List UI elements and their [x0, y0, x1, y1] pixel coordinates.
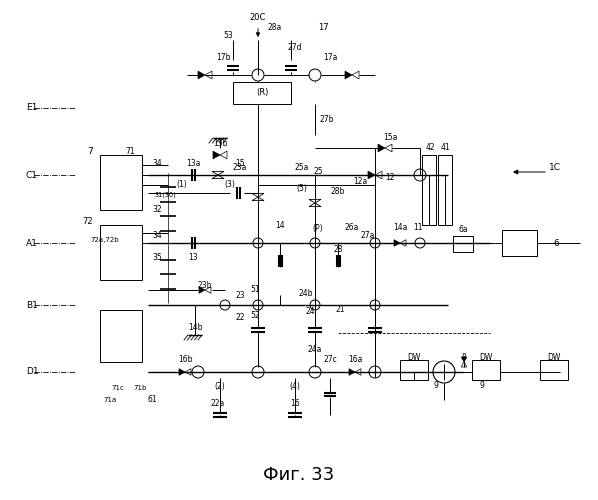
Text: 6a: 6a	[458, 226, 468, 234]
Text: 22a: 22a	[211, 398, 225, 407]
Text: 51: 51	[250, 286, 260, 294]
Text: 32: 32	[152, 206, 162, 214]
Text: 72: 72	[83, 218, 93, 226]
Text: 28a: 28a	[268, 24, 282, 32]
Text: A1: A1	[26, 238, 38, 248]
Bar	[100, 225, 142, 280]
Text: 25a: 25a	[295, 164, 309, 172]
Text: (P): (P)	[313, 224, 324, 232]
Text: 35: 35	[152, 254, 162, 262]
Text: 27b: 27b	[320, 116, 334, 124]
Text: B1: B1	[26, 300, 38, 310]
Text: 23a: 23a	[233, 164, 247, 172]
Text: DW: DW	[407, 352, 420, 362]
Text: 15: 15	[235, 158, 245, 168]
Polygon shape	[378, 144, 385, 152]
Bar	[438, 155, 452, 225]
Text: (R): (R)	[256, 88, 268, 98]
Text: 15a: 15a	[383, 132, 397, 141]
Text: 17a: 17a	[323, 52, 337, 62]
Text: 26a: 26a	[345, 224, 359, 232]
Text: 17b: 17b	[216, 52, 230, 62]
Text: 12: 12	[385, 172, 395, 182]
Text: 13a: 13a	[186, 158, 200, 168]
Text: 27c: 27c	[323, 356, 337, 364]
Text: 71a: 71a	[103, 397, 117, 403]
Bar	[100, 155, 142, 210]
Text: Фиг. 33: Фиг. 33	[263, 466, 335, 484]
Text: 72a,72b: 72a,72b	[91, 237, 120, 243]
Text: (3): (3)	[225, 180, 236, 190]
Text: 28: 28	[333, 246, 343, 254]
Text: 23: 23	[235, 290, 245, 300]
Text: 12a: 12a	[353, 178, 367, 186]
Text: 16: 16	[290, 398, 300, 407]
Text: (4): (4)	[289, 382, 300, 392]
Text: 6: 6	[553, 238, 559, 248]
Text: 42: 42	[425, 144, 435, 152]
Text: 8: 8	[462, 352, 466, 362]
Text: 27a: 27a	[361, 230, 375, 239]
Polygon shape	[179, 368, 185, 376]
Text: (1): (1)	[176, 180, 187, 190]
Text: 13: 13	[188, 254, 198, 262]
Text: 71c: 71c	[112, 385, 124, 391]
Text: 28b: 28b	[331, 188, 345, 196]
Text: 23b: 23b	[198, 280, 212, 289]
Text: 27d: 27d	[288, 44, 302, 52]
Text: 11: 11	[413, 224, 423, 232]
Polygon shape	[461, 357, 467, 362]
Text: 52: 52	[250, 310, 260, 320]
Bar	[100, 310, 142, 362]
Bar	[540, 360, 568, 380]
Polygon shape	[345, 71, 352, 79]
Text: DW: DW	[480, 352, 493, 362]
Text: 14: 14	[275, 220, 285, 230]
Text: 22: 22	[235, 314, 245, 322]
Text: 71: 71	[125, 148, 135, 156]
Text: 53: 53	[223, 30, 233, 40]
Text: 25: 25	[313, 168, 323, 176]
Text: 16b: 16b	[178, 356, 192, 364]
Text: 71b: 71b	[133, 385, 147, 391]
Text: 24b: 24b	[299, 288, 313, 298]
Text: 24a: 24a	[308, 346, 322, 354]
Text: 34: 34	[152, 230, 162, 239]
Text: 14b: 14b	[188, 324, 202, 332]
Text: 24: 24	[305, 308, 315, 316]
Text: 16a: 16a	[348, 356, 362, 364]
Bar	[422, 155, 436, 225]
Bar	[502, 230, 537, 256]
Text: E1: E1	[26, 104, 37, 112]
Text: D1: D1	[26, 368, 39, 376]
Text: C1: C1	[26, 170, 38, 179]
Polygon shape	[368, 171, 375, 179]
Text: (2): (2)	[215, 382, 225, 392]
Bar	[472, 360, 500, 380]
Bar	[400, 360, 428, 380]
Polygon shape	[349, 368, 355, 376]
Text: 7: 7	[87, 148, 93, 156]
Polygon shape	[213, 151, 220, 159]
Text: 31(30): 31(30)	[155, 192, 177, 198]
Text: 61: 61	[147, 396, 157, 404]
Text: 20C: 20C	[250, 14, 266, 22]
Text: 34: 34	[152, 158, 162, 168]
Polygon shape	[199, 286, 205, 294]
Text: (5): (5)	[297, 184, 307, 192]
Bar	[233, 82, 291, 104]
Text: 41: 41	[440, 144, 450, 152]
Polygon shape	[394, 240, 400, 246]
Text: DW: DW	[547, 352, 561, 362]
Text: 9: 9	[480, 380, 484, 390]
Text: 9: 9	[434, 380, 438, 390]
Text: 1C: 1C	[549, 164, 561, 172]
Bar	[453, 236, 473, 252]
Text: 14a: 14a	[393, 224, 407, 232]
Text: 21: 21	[335, 306, 345, 314]
Text: 17: 17	[318, 24, 328, 32]
Polygon shape	[198, 71, 205, 79]
Text: 15b: 15b	[213, 138, 227, 147]
